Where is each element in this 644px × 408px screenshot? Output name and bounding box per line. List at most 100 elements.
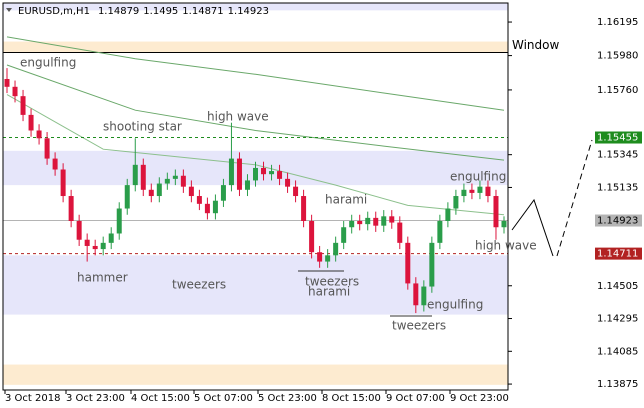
candle-body (469, 189, 475, 193)
y-tick-label: 1.15345 (597, 150, 638, 161)
annotation: engulfing (450, 170, 506, 184)
annotation: tweezers (305, 275, 359, 289)
candle-body (325, 255, 331, 262)
candle-body (309, 220, 315, 253)
candle-body (365, 217, 371, 225)
candle-body (373, 217, 379, 226)
candle-body (285, 178, 291, 187)
x-tick-label: 3 Oct 23:00 (66, 393, 125, 404)
candle-body (317, 252, 323, 262)
candle-body (261, 167, 267, 175)
annotation: high wave (207, 110, 269, 124)
price-label: 1.14923 (597, 216, 638, 227)
candle-body (44, 138, 50, 159)
candle-body (132, 164, 138, 186)
zone (3, 364, 508, 385)
candle-body (357, 220, 363, 225)
window-label: Window (512, 38, 560, 52)
y-tick-label: 1.15980 (597, 51, 638, 62)
ohlc: 1.14871 (182, 6, 223, 17)
candle-body (445, 208, 451, 221)
candle-body (116, 208, 122, 234)
candle-body (461, 189, 467, 197)
annotation: hammer (77, 271, 128, 285)
annotation: harami (308, 285, 350, 299)
price-label-box (595, 214, 642, 227)
moving-average (6, 64, 505, 161)
candle-body (413, 283, 419, 306)
x-tick-label: 5 Oct 07:00 (194, 393, 253, 404)
price-label-box (595, 131, 642, 144)
y-tick-label: 1.15760 (597, 85, 638, 96)
candle-body (244, 180, 250, 190)
candle-body (100, 242, 106, 250)
y-tick-label: 1.14505 (597, 281, 638, 292)
x-tick-label: 9 Oct 23:00 (450, 393, 509, 404)
annotation: shooting star (103, 120, 182, 134)
candle-body (349, 220, 355, 228)
candle-body (148, 189, 154, 197)
annotation: harami (325, 193, 367, 207)
candle-body (501, 220, 507, 228)
x-tick-label: 9 Oct 07:00 (386, 393, 445, 404)
candle-body (68, 196, 74, 221)
candle-body (493, 196, 499, 228)
header: EURUSD,m,H1 1.14879 1.1495 1.14871 1.14923 (18, 6, 269, 17)
projection-dashed (556, 139, 593, 257)
x-tick-label: 4 Oct 15:00 (131, 393, 190, 404)
candle-body (76, 220, 82, 240)
y-tick-label: 1.14085 (597, 346, 638, 357)
candle-body (212, 200, 218, 214)
candle-body (220, 185, 226, 201)
symbol-icon (6, 8, 12, 12)
candle-body (389, 216, 395, 223)
moving-average (6, 94, 505, 216)
candle-body (204, 203, 210, 214)
candle-body (301, 196, 307, 221)
candle-body (421, 286, 427, 306)
candle-body (477, 186, 483, 193)
annotation: tweezers (392, 319, 446, 333)
annotation: engulfing (427, 298, 483, 312)
candle-body (36, 130, 42, 139)
ohlc: 1.14923 (228, 6, 269, 17)
price-label: 1.15455 (597, 133, 638, 144)
candle-body (60, 169, 66, 197)
candle-body (84, 239, 90, 246)
candle-body (437, 220, 443, 243)
price-label: 1.14711 (597, 249, 638, 260)
candle-body (4, 78, 10, 87)
price-label-box (595, 247, 642, 260)
projection-line (511, 198, 554, 257)
y-tick-label: 1.16195 (597, 17, 638, 28)
candle-body (277, 171, 283, 179)
x-tick-label: 3 Oct 2018 (5, 393, 60, 404)
candle-body (333, 242, 339, 256)
candle-body (453, 196, 459, 209)
moving-average (6, 36, 505, 111)
candle-body (180, 175, 186, 187)
candle-body (236, 158, 242, 190)
candle-body (341, 227, 347, 243)
candle-body (12, 86, 18, 97)
candle-body (196, 196, 202, 204)
plot-frame (2, 2, 509, 391)
annotation: tweezers (172, 278, 226, 292)
candle-body (172, 175, 178, 179)
candle-body (269, 171, 275, 175)
candle-body (429, 242, 435, 287)
candle-body (124, 185, 130, 209)
symbol: EURUSD,m,H1 (18, 6, 90, 17)
candle-body (108, 233, 114, 243)
candle-body (293, 186, 299, 197)
candle-body (20, 96, 26, 115)
candle-body (485, 186, 491, 197)
ohlc: 1.14879 (98, 6, 139, 17)
candle-body (405, 242, 411, 284)
candle-body (381, 216, 387, 226)
zone (3, 41, 508, 53)
annotation: high wave (475, 239, 537, 253)
